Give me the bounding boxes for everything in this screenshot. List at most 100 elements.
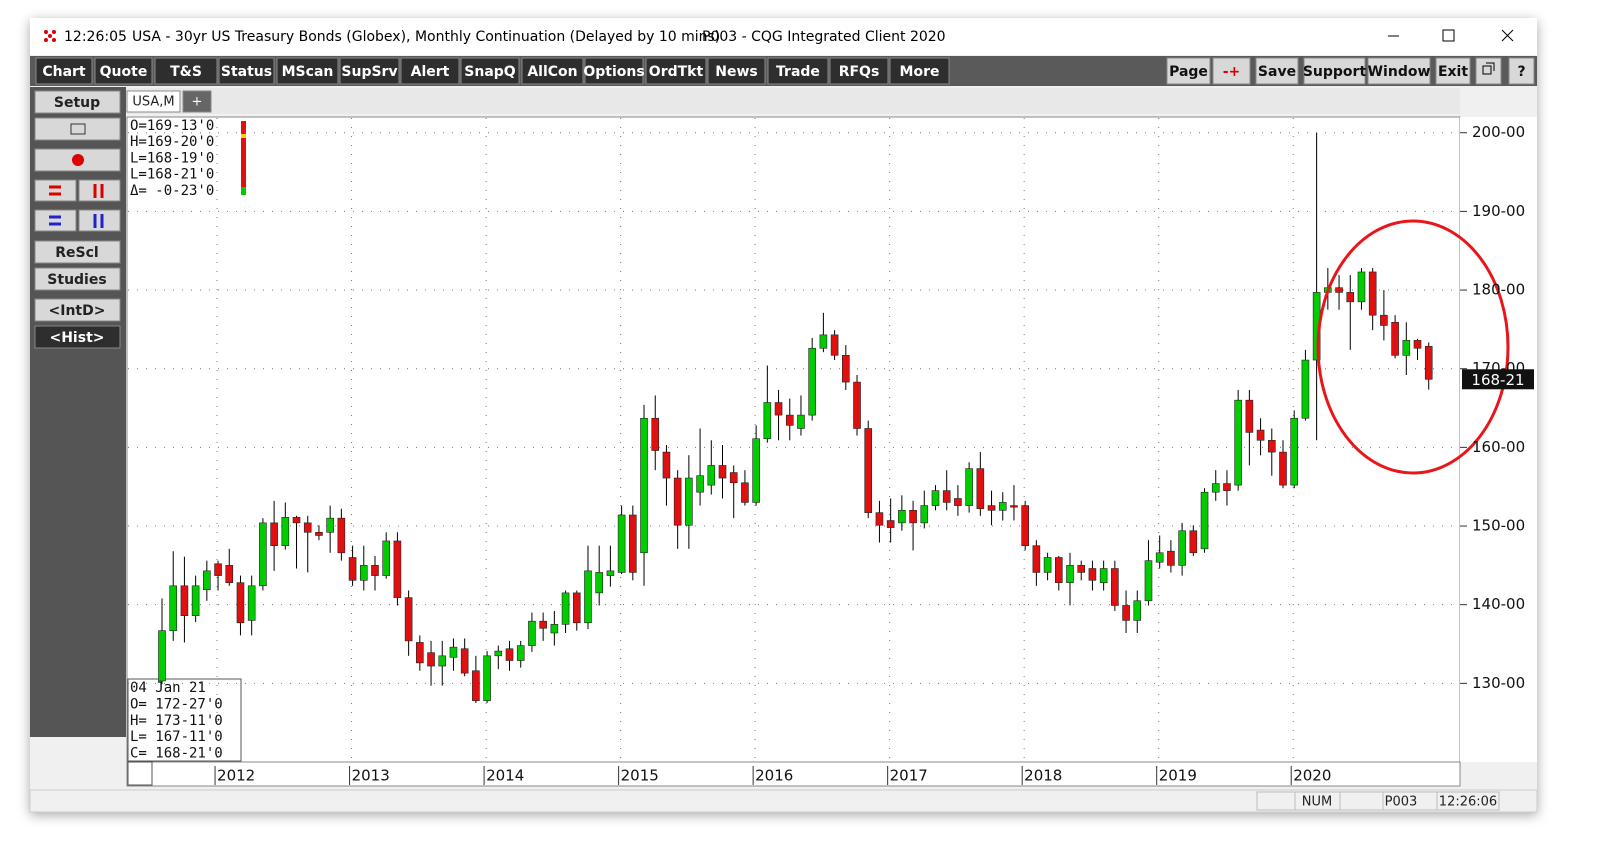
x-tick-label: 2018 [1024, 767, 1062, 785]
toolbar-button[interactable] [889, 57, 950, 85]
app-icon [42, 28, 58, 44]
toolbar-button[interactable] [1255, 57, 1299, 85]
maximize[interactable] [1442, 29, 1455, 42]
toolbar-button[interactable] [460, 57, 520, 85]
candle-body [808, 347, 816, 416]
candle-body [629, 514, 637, 573]
cursor-info: H=169-20'0 [130, 134, 214, 150]
candle-body [752, 438, 760, 503]
toolbar-button[interactable] [1435, 57, 1471, 85]
candle-body [819, 334, 828, 349]
toolbar-button-label: RFQs [839, 64, 880, 80]
candle-body [247, 585, 256, 621]
scroll-button[interactable] [34, 179, 77, 202]
toolbar-button[interactable] [584, 57, 644, 85]
candle-body [516, 645, 525, 661]
sidebar-button[interactable] [34, 298, 121, 322]
sidebar-button-label: <Hist> [49, 330, 104, 346]
clock: 12:26:05 [64, 29, 127, 45]
zoom-button[interactable] [78, 209, 121, 232]
candle-body [886, 520, 895, 528]
toolbar-button[interactable] [35, 57, 93, 85]
zoom-button[interactable] [34, 209, 77, 232]
candle-body [180, 585, 189, 616]
toolbar-button[interactable] [829, 57, 889, 85]
sidebar-button[interactable] [34, 240, 121, 264]
toolbar-button-label: Window [1368, 64, 1431, 80]
candle-body [1335, 287, 1343, 293]
candle-body [662, 451, 671, 479]
toolbar-button-label: Quote [100, 64, 148, 80]
scroll-button[interactable] [78, 179, 121, 202]
candle-body [427, 652, 435, 667]
candle-body [707, 465, 716, 486]
toolbar-button[interactable] [767, 57, 829, 85]
toolbar-button[interactable] [400, 57, 460, 85]
candle-body [169, 585, 178, 631]
window-title: USA - 30yr US Treasury Bonds (Globex), M… [132, 29, 720, 45]
candle-body [550, 624, 559, 634]
print-button[interactable] [34, 117, 121, 141]
candle-body [774, 402, 783, 416]
candle-body [998, 502, 1007, 511]
toolbar-button[interactable] [1508, 57, 1535, 85]
toolbar-button-label: Options [583, 64, 644, 80]
toolbar-button-label: -+ [1223, 64, 1241, 80]
toolbar-button[interactable] [521, 57, 584, 85]
last-price-label: 168-21 [1471, 371, 1524, 389]
toolbar-button[interactable] [154, 57, 218, 85]
toolbar-button[interactable] [276, 57, 339, 85]
toolbar-button[interactable] [218, 57, 275, 85]
tab[interactable] [182, 90, 212, 113]
tab[interactable] [126, 90, 181, 113]
toolbar-button[interactable] [1212, 57, 1251, 85]
restore-button[interactable] [1475, 57, 1502, 85]
y-tick-label: 180-00 [1472, 281, 1525, 299]
toolbar-button[interactable] [1166, 57, 1211, 85]
x-tick-label: 2013 [352, 767, 390, 785]
candle-body [785, 414, 794, 426]
candle-body [685, 477, 693, 526]
candle-body [572, 592, 581, 624]
x-tick-label: 2016 [755, 767, 793, 785]
sidebar-button[interactable] [34, 325, 121, 349]
candle-body [236, 582, 245, 624]
candle-body [741, 482, 749, 503]
date-axis [126, 761, 1461, 787]
toolbar-button[interactable] [707, 57, 766, 85]
candle-body [1144, 560, 1153, 602]
candle-body [1066, 565, 1074, 583]
candle-body [1279, 451, 1287, 486]
close[interactable] [1501, 29, 1514, 42]
candle-body [270, 522, 278, 546]
bar-info: H= 173-11'0 [130, 713, 223, 729]
toolbar-button[interactable] [339, 57, 400, 85]
sidebar-button-label: Setup [54, 95, 100, 111]
cursor-info: O=169-13'0 [130, 118, 214, 134]
toolbar-button-label: T&S [170, 64, 202, 80]
toolbar-button-label: MScan [282, 64, 334, 80]
icon [93, 184, 104, 198]
toolbar-button[interactable] [94, 57, 153, 85]
candle-body [472, 670, 480, 701]
toolbar-button-label: Save [1258, 64, 1296, 80]
candle-body [1200, 491, 1209, 550]
candle-body [595, 572, 603, 594]
candle-body [1256, 429, 1265, 441]
candle-body [1391, 321, 1399, 356]
toolbar-button[interactable] [1303, 57, 1366, 85]
x-tick-label: 2019 [1159, 767, 1197, 785]
title-bar [30, 18, 1537, 55]
status-cell [1436, 791, 1500, 811]
candle-body [1133, 600, 1142, 621]
candle-body [1424, 346, 1433, 380]
candle-body [1223, 483, 1231, 491]
candle-body [864, 428, 873, 513]
sidebar-button[interactable] [34, 90, 121, 114]
highlight-circle [1316, 219, 1510, 475]
candle-body [1380, 314, 1388, 326]
toolbar-button[interactable] [645, 57, 707, 85]
sidebar-button[interactable] [34, 267, 121, 291]
toolbar-button[interactable] [1367, 57, 1431, 85]
